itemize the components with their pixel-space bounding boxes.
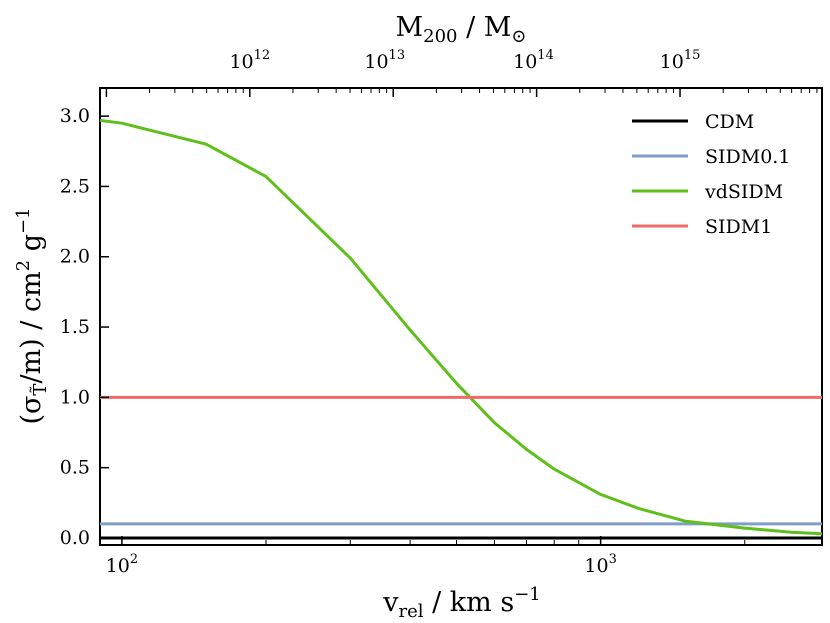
- series-line-vdsidm: [100, 118, 822, 536]
- legend-label-vdsidm: vdSIDM: [704, 181, 783, 203]
- y-tick-label: 1.0: [60, 386, 90, 408]
- series-layer: [100, 118, 822, 540]
- y-tick-label: 2.5: [60, 175, 90, 197]
- y-tick-label: 2.0: [60, 246, 90, 268]
- y-tick-label: 1.5: [60, 316, 90, 338]
- top-tick-label: 1014: [513, 48, 554, 73]
- plot-frame: [99, 87, 823, 546]
- top-x-axis-title: M200 / M⊙: [395, 12, 526, 47]
- x-tick-label: 103: [584, 552, 616, 577]
- y-axis-title: (σT̃/m) / cm2 g−1: [13, 207, 51, 424]
- y-tick-label: 0.5: [60, 457, 90, 479]
- legend-label-sidm1: SIDM1: [705, 216, 772, 238]
- legend-label-cdm: CDM: [705, 111, 754, 133]
- top-tick-label: 1015: [660, 48, 701, 73]
- y-tick-label: 3.0: [60, 105, 90, 127]
- top-tick-label: 1012: [229, 48, 270, 73]
- legend-label-sidm01: SIDM0.1: [705, 146, 790, 168]
- x-axis-title: vrel / km s−1: [382, 584, 541, 622]
- labels-layer: 0.0 0.5 1.0 1.5 2.0 2.5 3.0 102 103 1012 1013 1014 1…: [60, 48, 701, 577]
- legend: CDM SIDM0.1 vdSIDM SIDM1: [632, 111, 790, 238]
- y-tick-label: 0.0: [60, 527, 90, 549]
- ticks-layer: [99, 88, 818, 545]
- x-tick-label: 102: [106, 552, 138, 577]
- top-tick-label: 1013: [364, 48, 405, 73]
